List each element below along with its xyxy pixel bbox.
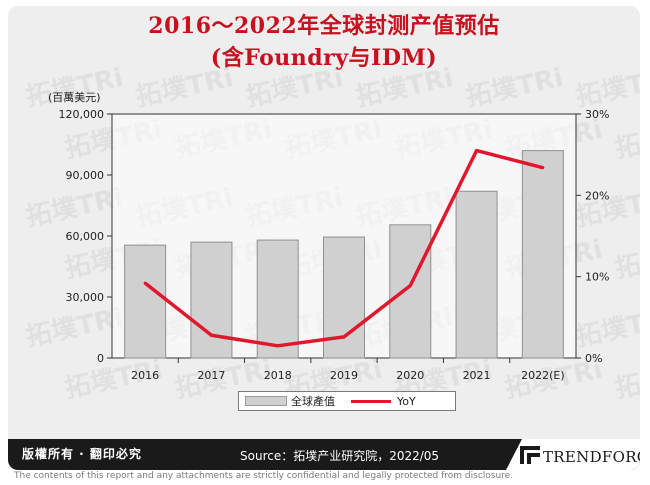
legend-bar-label: 全球產值 [291,395,335,408]
legend-item-bar: 全球產值 [245,393,335,409]
plot-area: 0 30,000 60,000 90,000 120,000 (百萬美元) 0% 10% 20%… [48,91,609,382]
bar-2018 [256,239,299,359]
left-axis-unit-label: (百萬美元) [48,91,101,104]
x-axis-label-2019: 2019 [330,369,358,382]
right-axis-tick-label: 0% [585,352,602,365]
left-axis-tick-label: 30,000 [66,291,105,304]
legend-item-line: YoY [351,395,416,408]
left-axis-tick-label: 90,000 [66,169,105,182]
logo-text: TRENDFORCE [543,448,640,466]
chart-legend: 全球產值 YoY [238,391,456,411]
x-axis-label-2020: 2020 [396,369,424,382]
x-axis-label-2018: 2018 [264,369,292,382]
watermark-text: 拓墣TRi [23,303,126,353]
watermark-text: 拓墣TRi [612,355,640,405]
yoy-point-2016 [143,281,147,285]
right-axis-tick-label: 20% [585,189,609,202]
watermark-text: 拓墣TRi [612,235,640,285]
left-axis-tick-label: 120,000 [59,108,105,121]
bar-2021 [455,190,498,359]
yoy-point-2021 [475,149,479,153]
watermark-text: 拓墣TRi [573,303,640,353]
legend-bar-swatch [245,396,287,406]
right-axis-tick-label: 30% [585,108,609,121]
yoy-point-2019 [342,335,346,339]
disclaimer-text: The contents of this report and any atta… [14,471,514,481]
left-axis-tick-label: 0 [97,352,104,365]
bar-2022(E) [521,150,564,359]
left-axis-tick-label: 60,000 [66,230,105,243]
bar-2020 [389,224,432,359]
yoy-point-2022(E) [541,166,545,170]
chart-title: 2016～2022年全球封测产值预估 [148,13,500,39]
x-axis-label-2021: 2021 [463,369,491,382]
footer-bar: 版權所有 · 翻印必究 Source：拓墣产业研究院，2022/05 TREND… [8,439,640,470]
yoy-point-2018 [276,344,280,348]
x-axis-label-2022(E): 2022(E) [521,369,565,382]
copyright-text: 版權所有 · 翻印必究 [22,447,142,461]
yoy-point-2017 [209,333,213,337]
trendforce-logo-icon [520,446,540,464]
legend-line-swatch [351,399,391,403]
yoy-point-2020 [408,284,412,288]
chart-subtitle: (含Foundry与IDM) [210,45,438,71]
chart-canvas: 拓墣TRi 拓墣TRi 拓墣TRi 拓墣TRi 拓墣TRi 拓墣TRi拓墣TRi拓墣TRi… [23,63,640,405]
legend-line-label: YoY [397,394,416,408]
watermark-text: 拓墣TRi [23,183,126,233]
source-text: Source：拓墣产业研究院，2022/05 [240,449,440,463]
x-axis-label-2017: 2017 [197,369,225,382]
right-axis-tick-label: 10% [585,271,609,284]
x-axis-label-2016: 2016 [131,369,159,382]
watermark-text: 拓墣TRi [612,115,640,165]
bar-2016 [124,244,167,359]
bar-2017 [190,241,233,359]
chart-frame: 拓墣TRi 拓墣TRi 拓墣TRi 拓墣TRi 拓墣TRi 拓墣TRi 拓墣TRi 拓墣TRi… [8,6,640,470]
